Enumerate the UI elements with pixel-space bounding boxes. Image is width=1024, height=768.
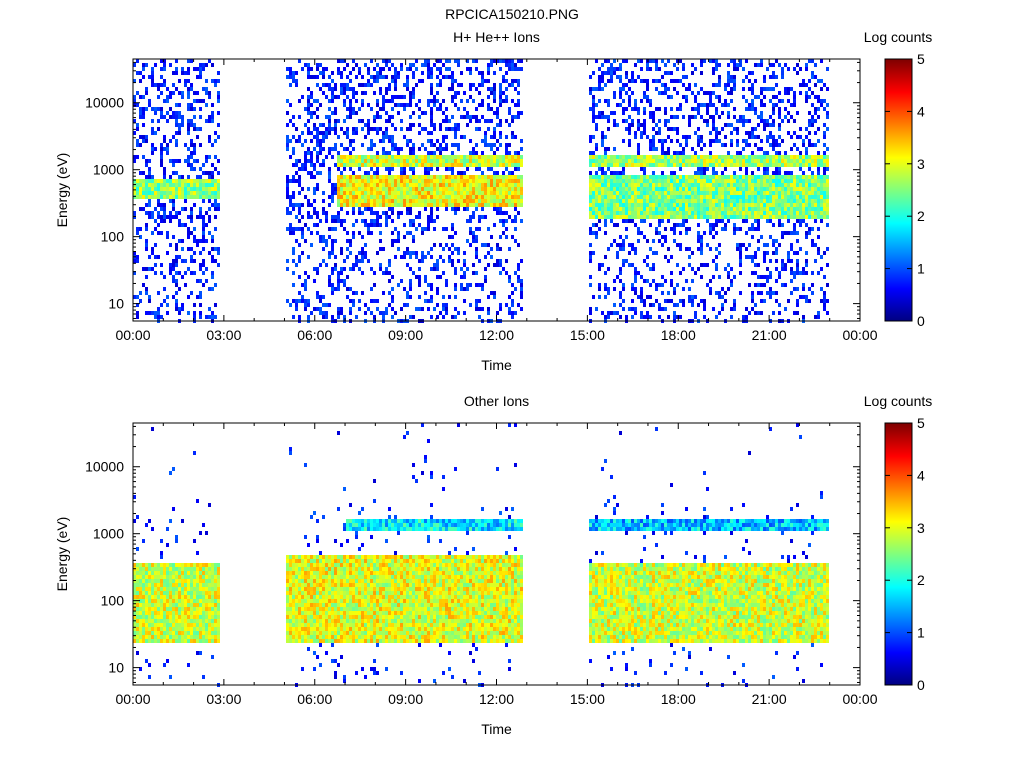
panel-h-he-ions: 00:00 03:00 06:00 09:00 12:00 15:00 18:00 21:00… [85, 51, 925, 343]
x-tick-label: 12:00 [479, 327, 514, 343]
y-tick-label: 10000 [85, 459, 124, 475]
x-tick-label: 09:00 [388, 327, 423, 343]
y-tick-label: 10000 [85, 95, 124, 111]
heatmap-cells [133, 59, 829, 323]
colorbar-tick-label: 0 [917, 313, 925, 329]
x-tick-label: 21:00 [752, 327, 787, 343]
y-tick-label: 1000 [93, 162, 124, 178]
colorbar-tick-label: 1 [917, 261, 925, 277]
colorbar-tick-label: 2 [917, 572, 925, 588]
figure-title: RPCICA150210.PNG [445, 6, 579, 22]
x-tick-label: 00:00 [842, 691, 877, 707]
x-axis-title-top: Time [481, 357, 512, 373]
y-tick-label: 1000 [93, 526, 124, 542]
colorbar-tick-label: 3 [917, 520, 925, 536]
panel-title-h-he: H+ He++ Ions [453, 29, 540, 45]
colorbar-frame [884, 422, 913, 686]
x-tick-label: 15:00 [570, 691, 605, 707]
x-tick-label: 00:00 [115, 691, 150, 707]
y-axis-title-top: Energy (eV) [54, 152, 70, 228]
x-tick-label: 12:00 [479, 691, 514, 707]
y-axis-title-bottom: Energy (eV) [54, 516, 70, 592]
colorbar-tick-label: 0 [917, 677, 925, 693]
x-tick-label: 00:00 [115, 327, 150, 343]
x-tick-label: 21:00 [752, 691, 787, 707]
colorbar [885, 59, 912, 322]
x-tick-label: 18:00 [661, 691, 696, 707]
colorbar-tick-label: 1 [917, 625, 925, 641]
colorbar-label-bottom: Log counts [863, 393, 933, 409]
x-tick-label: 06:00 [297, 327, 332, 343]
colorbar-frame [884, 58, 913, 322]
x-tick-label: 03:00 [206, 327, 241, 343]
colorbar [885, 423, 912, 686]
x-tick-label: 03:00 [206, 691, 241, 707]
x-tick-label: 09:00 [388, 691, 423, 707]
y-tick-label: 100 [101, 229, 125, 245]
colorbar-tick-label: 5 [917, 51, 925, 67]
colorbar-tick-label: 2 [917, 208, 925, 224]
panel-other-ions: 00:00 03:00 06:00 09:00 12:00 15:00 18:00 21:00… [85, 415, 925, 707]
y-tick-label: 10 [108, 296, 124, 312]
colorbar-label-top: Log counts [863, 29, 933, 45]
panel-title-other: Other Ions [463, 393, 530, 409]
y-tick-label: 100 [101, 593, 125, 609]
heatmap-cells [133, 423, 829, 687]
x-tick-label: 06:00 [297, 691, 332, 707]
y-tick-label: 10 [108, 660, 124, 676]
x-tick-label: 15:00 [570, 327, 605, 343]
x-axis-title-bottom: Time [481, 721, 512, 737]
colorbar-tick-label: 4 [917, 103, 925, 119]
colorbar-tick-label: 5 [917, 415, 925, 431]
colorbar-tick-label: 3 [917, 156, 925, 172]
x-tick-label: 00:00 [842, 327, 877, 343]
x-tick-label: 18:00 [661, 327, 696, 343]
colorbar-tick-label: 4 [917, 467, 925, 483]
